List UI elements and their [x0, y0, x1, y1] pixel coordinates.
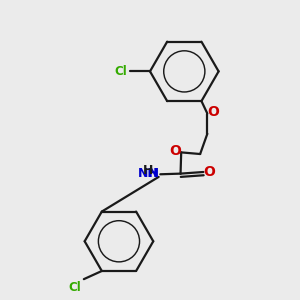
Text: H: H: [143, 164, 153, 177]
Text: Cl: Cl: [68, 281, 81, 294]
Text: O: O: [203, 165, 215, 179]
Text: N: N: [148, 167, 159, 180]
Text: Cl: Cl: [114, 65, 127, 78]
Text: O: O: [169, 144, 181, 158]
Text: NH: NH: [138, 167, 159, 180]
Text: O: O: [207, 105, 219, 119]
